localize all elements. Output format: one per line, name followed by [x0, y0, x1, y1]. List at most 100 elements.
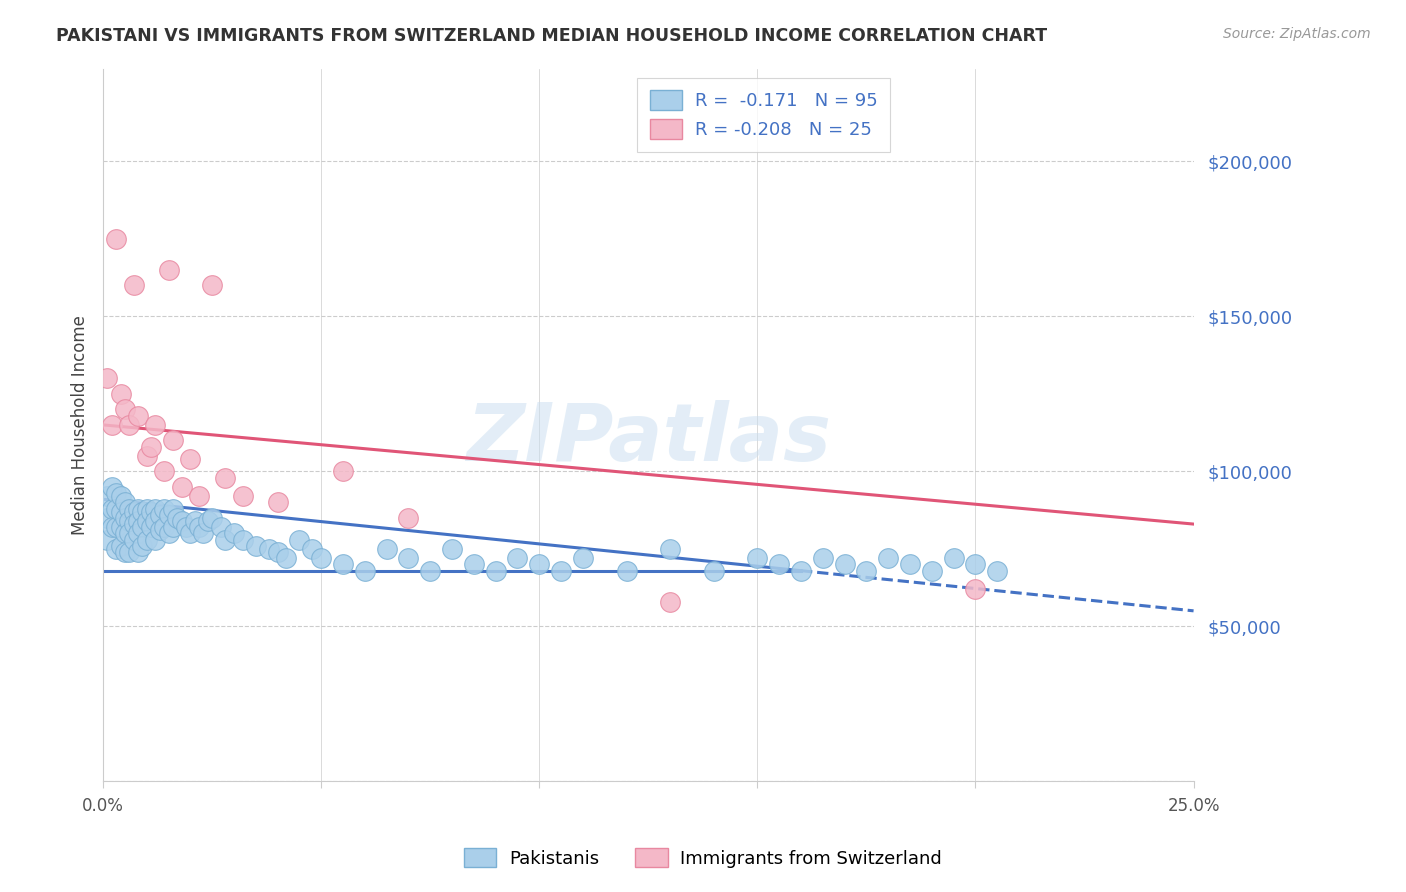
Point	[110, 505, 132, 519]
Point	[139, 440, 162, 454]
Point	[135, 449, 157, 463]
Point	[105, 232, 128, 246]
Point	[179, 452, 201, 467]
Point	[145, 501, 167, 516]
Point	[942, 551, 965, 566]
Point	[183, 514, 205, 528]
Point	[153, 520, 176, 534]
Point	[135, 533, 157, 547]
Point	[157, 263, 180, 277]
Point	[375, 541, 398, 556]
Point	[197, 514, 219, 528]
Point	[419, 564, 441, 578]
Point	[332, 464, 354, 478]
Legend: R =  -0.171   N = 95, R = -0.208   N = 25: R = -0.171 N = 95, R = -0.208 N = 25	[637, 78, 890, 152]
Text: ZIPatlas: ZIPatlas	[465, 401, 831, 478]
Point	[114, 495, 136, 509]
Point	[139, 520, 162, 534]
Point	[768, 558, 790, 572]
Point	[188, 520, 211, 534]
Point	[157, 508, 180, 522]
Point	[703, 564, 725, 578]
Text: Source: ZipAtlas.com: Source: ZipAtlas.com	[1223, 27, 1371, 41]
Point	[877, 551, 900, 566]
Point	[127, 409, 149, 423]
Point	[659, 541, 682, 556]
Point	[110, 539, 132, 553]
Point	[398, 511, 420, 525]
Point	[245, 539, 267, 553]
Point	[139, 505, 162, 519]
Point	[145, 533, 167, 547]
Point	[214, 533, 236, 547]
Point	[398, 551, 420, 566]
Point	[266, 495, 288, 509]
Point	[153, 464, 176, 478]
Point	[131, 520, 153, 534]
Point	[149, 508, 172, 522]
Point	[162, 501, 184, 516]
Point	[105, 520, 128, 534]
Point	[506, 551, 529, 566]
Point	[122, 533, 145, 547]
Y-axis label: Median Household Income: Median Household Income	[72, 315, 89, 535]
Point	[145, 514, 167, 528]
Point	[157, 526, 180, 541]
Point	[118, 417, 141, 432]
Point	[96, 371, 118, 385]
Point	[110, 520, 132, 534]
Point	[118, 501, 141, 516]
Point	[353, 564, 375, 578]
Point	[266, 545, 288, 559]
Point	[105, 486, 128, 500]
Point	[288, 533, 311, 547]
Point	[986, 564, 1008, 578]
Point	[201, 278, 224, 293]
Point	[131, 505, 153, 519]
Point	[921, 564, 943, 578]
Point	[96, 533, 118, 547]
Point	[616, 564, 638, 578]
Point	[898, 558, 921, 572]
Point	[114, 511, 136, 525]
Point	[114, 402, 136, 417]
Point	[110, 387, 132, 401]
Point	[232, 533, 254, 547]
Point	[572, 551, 595, 566]
Point	[127, 501, 149, 516]
Point	[162, 434, 184, 448]
Point	[135, 514, 157, 528]
Point	[834, 558, 856, 572]
Point	[790, 564, 813, 578]
Point	[135, 501, 157, 516]
Point	[485, 564, 508, 578]
Point	[301, 541, 323, 556]
Point	[149, 523, 172, 537]
Point	[529, 558, 551, 572]
Point	[463, 558, 485, 572]
Point	[332, 558, 354, 572]
Point	[122, 517, 145, 532]
Point	[96, 489, 118, 503]
Point	[659, 594, 682, 608]
Point	[122, 505, 145, 519]
Point	[309, 551, 332, 566]
Point	[257, 541, 280, 556]
Point	[209, 520, 232, 534]
Point	[118, 514, 141, 528]
Point	[232, 489, 254, 503]
Point	[114, 526, 136, 541]
Point	[965, 558, 987, 572]
Point	[747, 551, 769, 566]
Point	[153, 501, 176, 516]
Point	[174, 520, 197, 534]
Text: PAKISTANI VS IMMIGRANTS FROM SWITZERLAND MEDIAN HOUSEHOLD INCOME CORRELATION CHA: PAKISTANI VS IMMIGRANTS FROM SWITZERLAND…	[56, 27, 1047, 45]
Point	[101, 520, 124, 534]
Point	[118, 545, 141, 559]
Point	[122, 278, 145, 293]
Point	[550, 564, 572, 578]
Point	[105, 501, 128, 516]
Point	[145, 417, 167, 432]
Point	[101, 480, 124, 494]
Point	[96, 511, 118, 525]
